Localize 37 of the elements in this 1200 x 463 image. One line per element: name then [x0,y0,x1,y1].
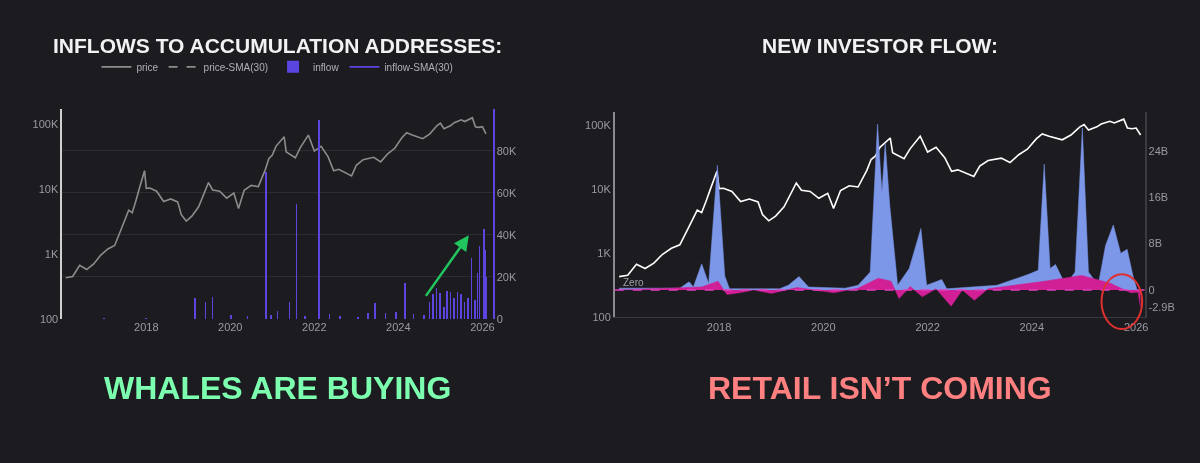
x-tick-label: 2020 [811,321,836,334]
x-tick-label: 2024 [386,320,411,333]
y-tick-label: 100 [592,311,611,324]
y2-tick-label: 40K [496,228,517,241]
y2-tick-label: 60K [496,186,517,199]
x-tick-label: 2018 [134,320,159,333]
y2-tick-label: 24B [1148,144,1169,157]
text: WHALES ARE BUYING [104,370,452,406]
x-tick-label: 2024 [1019,321,1045,334]
ref-line-label: Zero [623,277,644,288]
y2-tick-label: 0 [496,312,503,325]
x-tick-label: 2018 [706,321,732,334]
y-tick-label: 10K [591,182,612,195]
legend-label: price [136,61,159,73]
legend-label: inflow-SMA(30) [384,61,453,73]
y2-tick-label: -2.9B [1148,300,1175,313]
text: RETAIL ISN’T COMING [708,370,1052,406]
line-series [64,116,487,279]
chart-title: NEW INVESTOR FLOW: [762,34,999,57]
x-tick-label: 2022 [302,320,327,333]
y-tick-label: 100K [585,118,612,131]
legend-label: inflow [313,61,340,73]
y-tick-label: 100K [32,117,59,130]
legend-label: price-SMA(30) [203,61,269,73]
y2-tick-label: 16B [1148,190,1169,203]
y2-tick-label: 80K [496,144,517,157]
y-tick-label: 1K [44,247,59,260]
y-tick-label: 10K [38,182,59,195]
chart-title: INFLOWS TO ACCUMULATION ADDRESSES: [53,34,503,57]
y-tick-label: 1K [597,247,612,259]
y2-tick-label: 0 [1148,283,1155,296]
x-tick-label: 2020 [218,320,243,333]
y2-tick-label: 20K [496,270,517,283]
x-tick-label: 2022 [915,321,940,334]
y2-tick-label: 8B [1148,237,1162,250]
x-tick-label: 2026 [470,320,495,333]
y-tick-label: 100 [39,312,59,325]
